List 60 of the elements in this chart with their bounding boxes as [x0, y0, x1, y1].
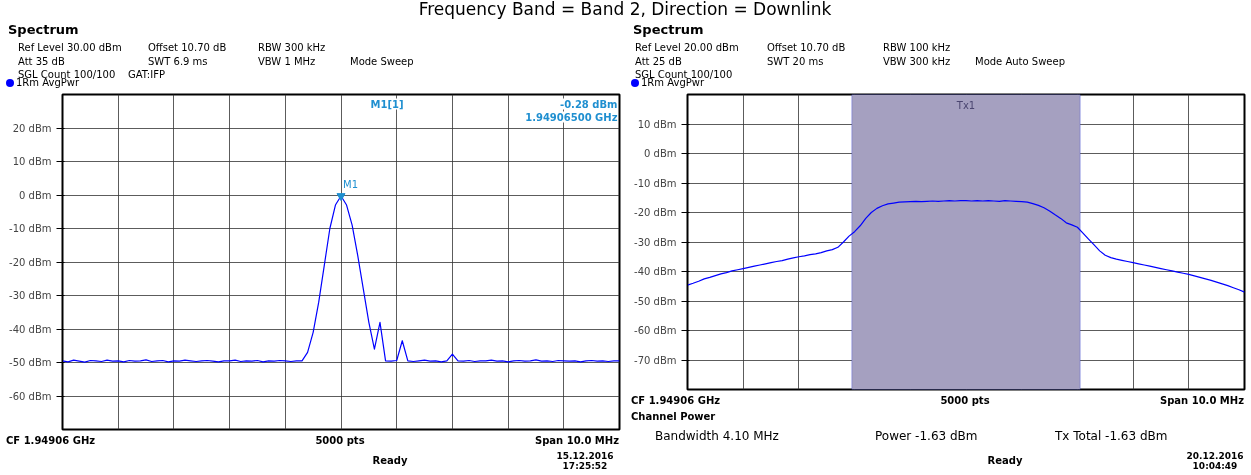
legend-label: 1Rm AvgPwr — [641, 77, 705, 89]
text: 5000 pts — [940, 395, 990, 407]
text: Att 35 dB — [18, 56, 65, 68]
text: CF 1.94906 GHz — [6, 435, 96, 447]
text: VBW 300 kHz — [883, 56, 951, 68]
y-tick-label: -70 dBm — [634, 354, 677, 366]
y-tick-label: -60 dBm — [9, 390, 52, 402]
y-tick-label: -60 dBm — [634, 325, 677, 336]
text: VBW 1 MHz — [258, 56, 316, 68]
y-tick-label: 20 dBm — [12, 122, 52, 134]
text: Offset 10.70 dB — [767, 42, 846, 54]
chart-title: Spectrum — [633, 22, 704, 37]
y-tick-label: -30 dBm — [634, 236, 677, 248]
annotation: 1.94906500 GHz — [525, 111, 618, 123]
y-tick-label: 10 dBm — [637, 118, 677, 130]
text: Offset 10.70 dB — [148, 42, 227, 54]
text: 20.12.2016 — [1186, 451, 1244, 462]
text: Power -1.63 dBm — [875, 429, 978, 443]
annotation: -0.28 dBm — [560, 98, 618, 110]
text: SWT 6.9 ms — [148, 56, 208, 68]
y-tick-label: -10 dBm — [9, 223, 52, 234]
text: Span 10.0 MHz — [534, 435, 619, 447]
text: SWT 20 ms — [767, 56, 824, 68]
text: Tx Total -1.63 dBm — [1055, 429, 1168, 443]
y-tick-label: 0 dBm — [644, 148, 677, 159]
text: Frequency Band = Band 2, Direction = Downlink — [417, 0, 833, 19]
chart-title: Spectrum — [8, 22, 79, 37]
y-tick-label: -40 dBm — [9, 323, 52, 335]
annotation: Tx1 — [955, 99, 976, 111]
text: Bandwidth 4.10 MHz — [655, 429, 779, 443]
text: Channel Power — [631, 411, 716, 423]
text: 10:04:49 — [1192, 461, 1238, 472]
text: Ref Level 20.00 dBm — [635, 42, 739, 54]
text: Mode Sweep — [350, 56, 414, 68]
text: RBW 300 kHz — [258, 42, 326, 54]
y-tick-label: -50 dBm — [634, 295, 677, 307]
line-series — [687, 200, 1245, 293]
text: Span 10.0 MHz — [1159, 395, 1244, 407]
y-tick-label: -20 dBm — [634, 207, 677, 218]
text: Ready — [372, 455, 408, 467]
text: Att 25 dB — [635, 56, 682, 68]
annotation: M1[1] — [370, 98, 404, 110]
text: Ref Level 30.00 dBm — [18, 42, 122, 54]
y-tick-label: -10 dBm — [634, 177, 677, 189]
text: Ready — [987, 455, 1023, 467]
text: 15.12.2016 — [556, 451, 614, 462]
y-tick-label: -40 dBm — [634, 266, 677, 277]
annotation: M1 — [343, 178, 358, 190]
text: GAT:IFP — [128, 69, 165, 81]
y-tick-label: -20 dBm — [9, 256, 52, 268]
y-tick-label: 10 dBm — [12, 156, 52, 167]
text: CF 1.94906 GHz — [631, 395, 721, 407]
text: 5000 pts — [315, 435, 365, 447]
y-tick-label: -50 dBm — [9, 357, 52, 368]
legend-label: 1Rm AvgPwr — [16, 77, 80, 89]
text: RBW 100 kHz — [883, 42, 951, 54]
text: Mode Auto Sweep — [975, 56, 1065, 68]
y-tick-label: -30 dBm — [9, 290, 52, 301]
text: 17:25:52 — [562, 461, 608, 472]
y-tick-label: 0 dBm — [19, 189, 52, 201]
